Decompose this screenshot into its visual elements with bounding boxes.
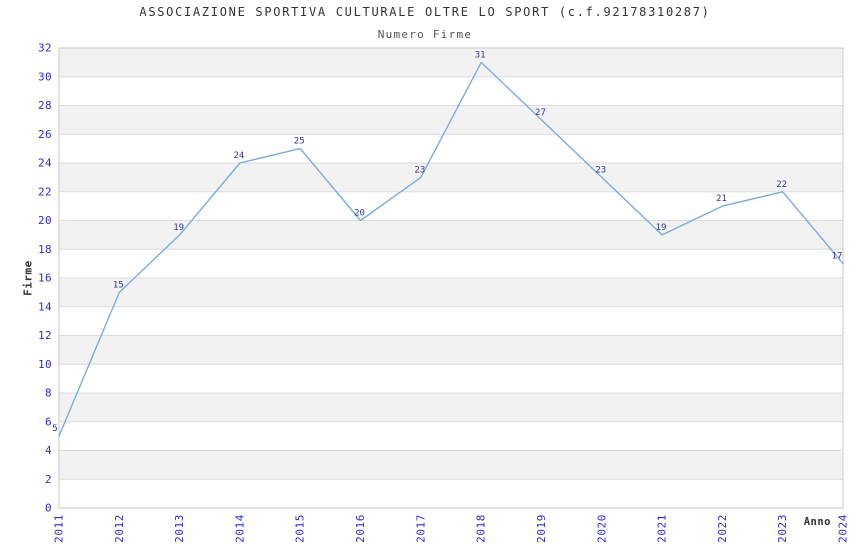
y-tick-label: 14 — [38, 300, 52, 313]
x-tick-label: 2015 — [294, 514, 307, 543]
y-tick-label: 18 — [38, 243, 52, 256]
x-tick-label: 2019 — [535, 514, 548, 543]
x-tick-label: 2022 — [716, 514, 729, 543]
x-tick-label: 2021 — [656, 514, 669, 543]
data-point-label: 19 — [173, 223, 184, 233]
data-point-label: 22 — [776, 180, 787, 190]
x-tick-label: 2011 — [53, 514, 66, 543]
x-tick-label: 2013 — [173, 514, 186, 543]
y-tick-label: 20 — [38, 214, 52, 227]
data-point-label: 21 — [716, 194, 727, 204]
data-point-label: 31 — [475, 50, 486, 60]
data-point-label: 23 — [595, 165, 606, 175]
grid-band — [59, 163, 843, 192]
grid-band — [59, 393, 843, 422]
y-tick-label: 28 — [38, 99, 52, 112]
data-point-label: 5 — [52, 424, 57, 434]
grid-band — [59, 48, 843, 77]
data-point-label: 17 — [832, 252, 843, 262]
y-tick-label: 2 — [45, 473, 52, 486]
x-tick-label: 2024 — [837, 514, 850, 543]
plot-border — [58, 47, 844, 509]
x-tick-label: 2020 — [595, 514, 608, 543]
data-point-label: 20 — [354, 209, 365, 219]
y-tick-label: 8 — [45, 387, 52, 400]
y-tick-label: 0 — [45, 502, 52, 515]
y-tick-label: 4 — [45, 444, 52, 457]
grid-band — [59, 220, 843, 250]
x-tick-label: 2017 — [414, 514, 427, 543]
x-tick-label: 2014 — [233, 514, 246, 543]
data-point-label: 25 — [294, 137, 305, 147]
y-tick-label: 26 — [38, 128, 52, 141]
data-point-label: 24 — [234, 151, 245, 161]
x-tick-label: 2018 — [475, 514, 488, 543]
y-tick-label: 22 — [38, 185, 52, 198]
y-tick-label: 32 — [38, 42, 52, 55]
x-axis-title: Anno — [803, 516, 831, 528]
data-point-label: 15 — [113, 280, 124, 290]
grid-band — [59, 278, 843, 307]
chart-subtitle: Numero Firme — [377, 28, 473, 41]
y-tick-label: 16 — [38, 272, 52, 285]
data-point-label: 23 — [414, 165, 425, 175]
chart-title: ASSOCIAZIONE SPORTIVA CULTURALE OLTRE LO… — [139, 5, 711, 19]
y-axis-title: Firme — [21, 260, 35, 296]
x-tick-label: 2023 — [776, 514, 789, 543]
y-tick-label: 10 — [38, 358, 52, 371]
x-tick-label: 2016 — [354, 514, 367, 543]
grid-band — [59, 450, 843, 480]
y-tick-label: 6 — [45, 415, 52, 428]
x-tick-label: 2012 — [113, 514, 126, 543]
data-point-label: 19 — [656, 223, 667, 233]
data-line-series — [58, 61, 844, 437]
y-tick-label: 12 — [38, 329, 52, 342]
y-tick-label: 30 — [38, 70, 52, 83]
data-point-label: 27 — [535, 108, 546, 118]
grid-band — [59, 335, 843, 365]
y-tick-label: 24 — [38, 157, 52, 170]
